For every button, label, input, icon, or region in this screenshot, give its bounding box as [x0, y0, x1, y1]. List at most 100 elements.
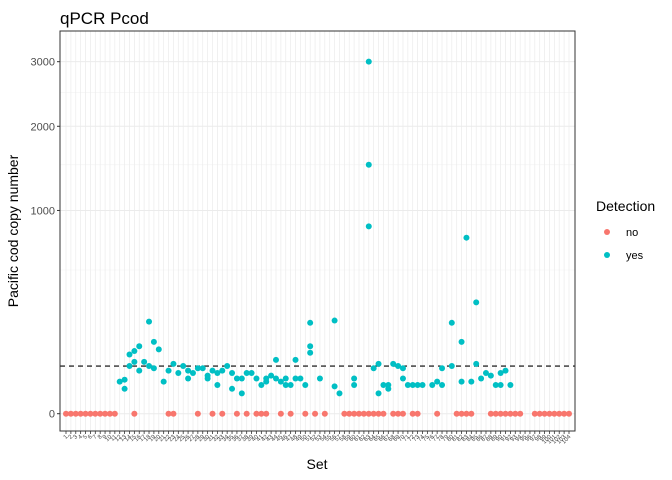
data-point-no [63, 410, 69, 417]
data-point-no [341, 410, 348, 417]
data-point-no [487, 410, 494, 417]
data-point-yes [478, 375, 485, 382]
data-point-no [302, 410, 309, 417]
x-tick-label: 64 [368, 434, 377, 443]
x-tick-label: 4 [77, 434, 84, 441]
data-point-yes [434, 378, 441, 385]
x-tick-label: 77 [432, 434, 441, 443]
data-point-no [287, 410, 294, 417]
x-tick-label: 80 [446, 434, 455, 443]
x-tick-label: 88 [485, 434, 494, 443]
data-point-no [507, 410, 514, 417]
data-point-no [546, 410, 553, 417]
x-tick-label: 78 [436, 434, 445, 443]
data-point-yes [243, 370, 250, 377]
data-point-yes [448, 363, 455, 370]
data-point-yes [214, 381, 221, 388]
data-point-yes [253, 375, 260, 382]
x-tick-label: 72 [407, 434, 416, 443]
data-point-yes [175, 370, 182, 377]
major-gridlines [60, 31, 575, 431]
data-point-yes [233, 375, 240, 382]
y-tick-label: 1000 [31, 205, 55, 217]
data-point-yes [282, 381, 289, 388]
x-axis-label: Set [306, 456, 327, 472]
data-point-no [321, 410, 328, 417]
data-point-yes [238, 375, 245, 382]
y-tick-label: 3000 [31, 57, 55, 69]
data-point-no [395, 410, 402, 417]
data-point-no [458, 410, 465, 417]
data-point-no [111, 410, 118, 417]
x-tick-label: 39 [246, 434, 255, 443]
data-point-no [434, 410, 441, 417]
data-point-yes [170, 360, 177, 367]
data-point-no [351, 410, 358, 417]
data-point-no [414, 410, 421, 417]
data-point-yes [263, 375, 270, 382]
data-point-no [497, 410, 504, 417]
data-point-yes [404, 381, 411, 388]
data-point-yes [316, 375, 323, 382]
data-point-yes [439, 365, 446, 372]
x-tick-label: 90 [495, 434, 504, 443]
data-point-yes [136, 343, 143, 350]
data-point-no [356, 410, 363, 417]
data-point-no [370, 410, 377, 417]
x-tick-label: 44 [270, 434, 279, 443]
x-tick-label: 56 [329, 434, 338, 443]
legend: Detection no yes [596, 198, 655, 262]
data-point-no [219, 410, 226, 417]
x-tick-label: 36 [231, 434, 240, 443]
x-tick-label: 49 [295, 434, 304, 443]
x-tick-label: 40 [251, 434, 260, 443]
data-point-yes [351, 381, 358, 388]
data-point-yes [268, 372, 275, 379]
data-point-yes [302, 381, 309, 388]
data-point-yes [365, 223, 372, 230]
x-tick-label: 57 [334, 434, 343, 443]
x-tick-label: 54 [319, 434, 328, 443]
x-tick-label: 98 [534, 434, 543, 443]
data-point-yes [185, 375, 192, 382]
x-tick-label: 66 [378, 434, 387, 443]
x-tick-label: 74 [417, 434, 426, 443]
x-tick-label: 2 [68, 434, 75, 441]
data-point-no [194, 410, 201, 417]
x-tick-label: 29 [197, 434, 206, 443]
data-point-yes [204, 375, 211, 382]
data-point-yes [292, 356, 299, 363]
x-tick-label: 21 [158, 434, 167, 443]
data-point-yes [395, 363, 402, 370]
data-point-yes [199, 365, 206, 372]
data-point-yes [146, 363, 153, 370]
data-point-no [243, 410, 250, 417]
data-point-no [209, 410, 216, 417]
data-point-no [233, 410, 240, 417]
data-point-yes [458, 378, 465, 385]
data-point-yes [419, 381, 426, 388]
x-tick-label: 63 [363, 434, 372, 443]
x-tick-label: 93 [510, 434, 519, 443]
x-tick-label: 9 [102, 434, 109, 441]
data-point-yes [502, 367, 509, 374]
data-point-no [365, 410, 372, 417]
x-tick-label: 62 [358, 434, 367, 443]
data-point-yes [365, 58, 372, 65]
data-point-yes [229, 370, 236, 377]
data-point-yes [307, 349, 314, 356]
data-point-yes [458, 338, 465, 345]
x-tick-label: 85 [471, 434, 480, 443]
x-tick-label: 52 [310, 434, 319, 443]
x-tick-label: 37 [236, 434, 245, 443]
data-point-yes [497, 370, 504, 377]
data-point-yes [482, 370, 489, 377]
data-point-no [72, 410, 79, 417]
data-point-no [551, 410, 558, 417]
data-point-yes [238, 390, 245, 397]
data-point-no [87, 410, 94, 417]
data-point-yes [380, 381, 387, 388]
x-tick-label: 24 [173, 434, 182, 443]
x-tick-label: 5 [82, 434, 89, 441]
